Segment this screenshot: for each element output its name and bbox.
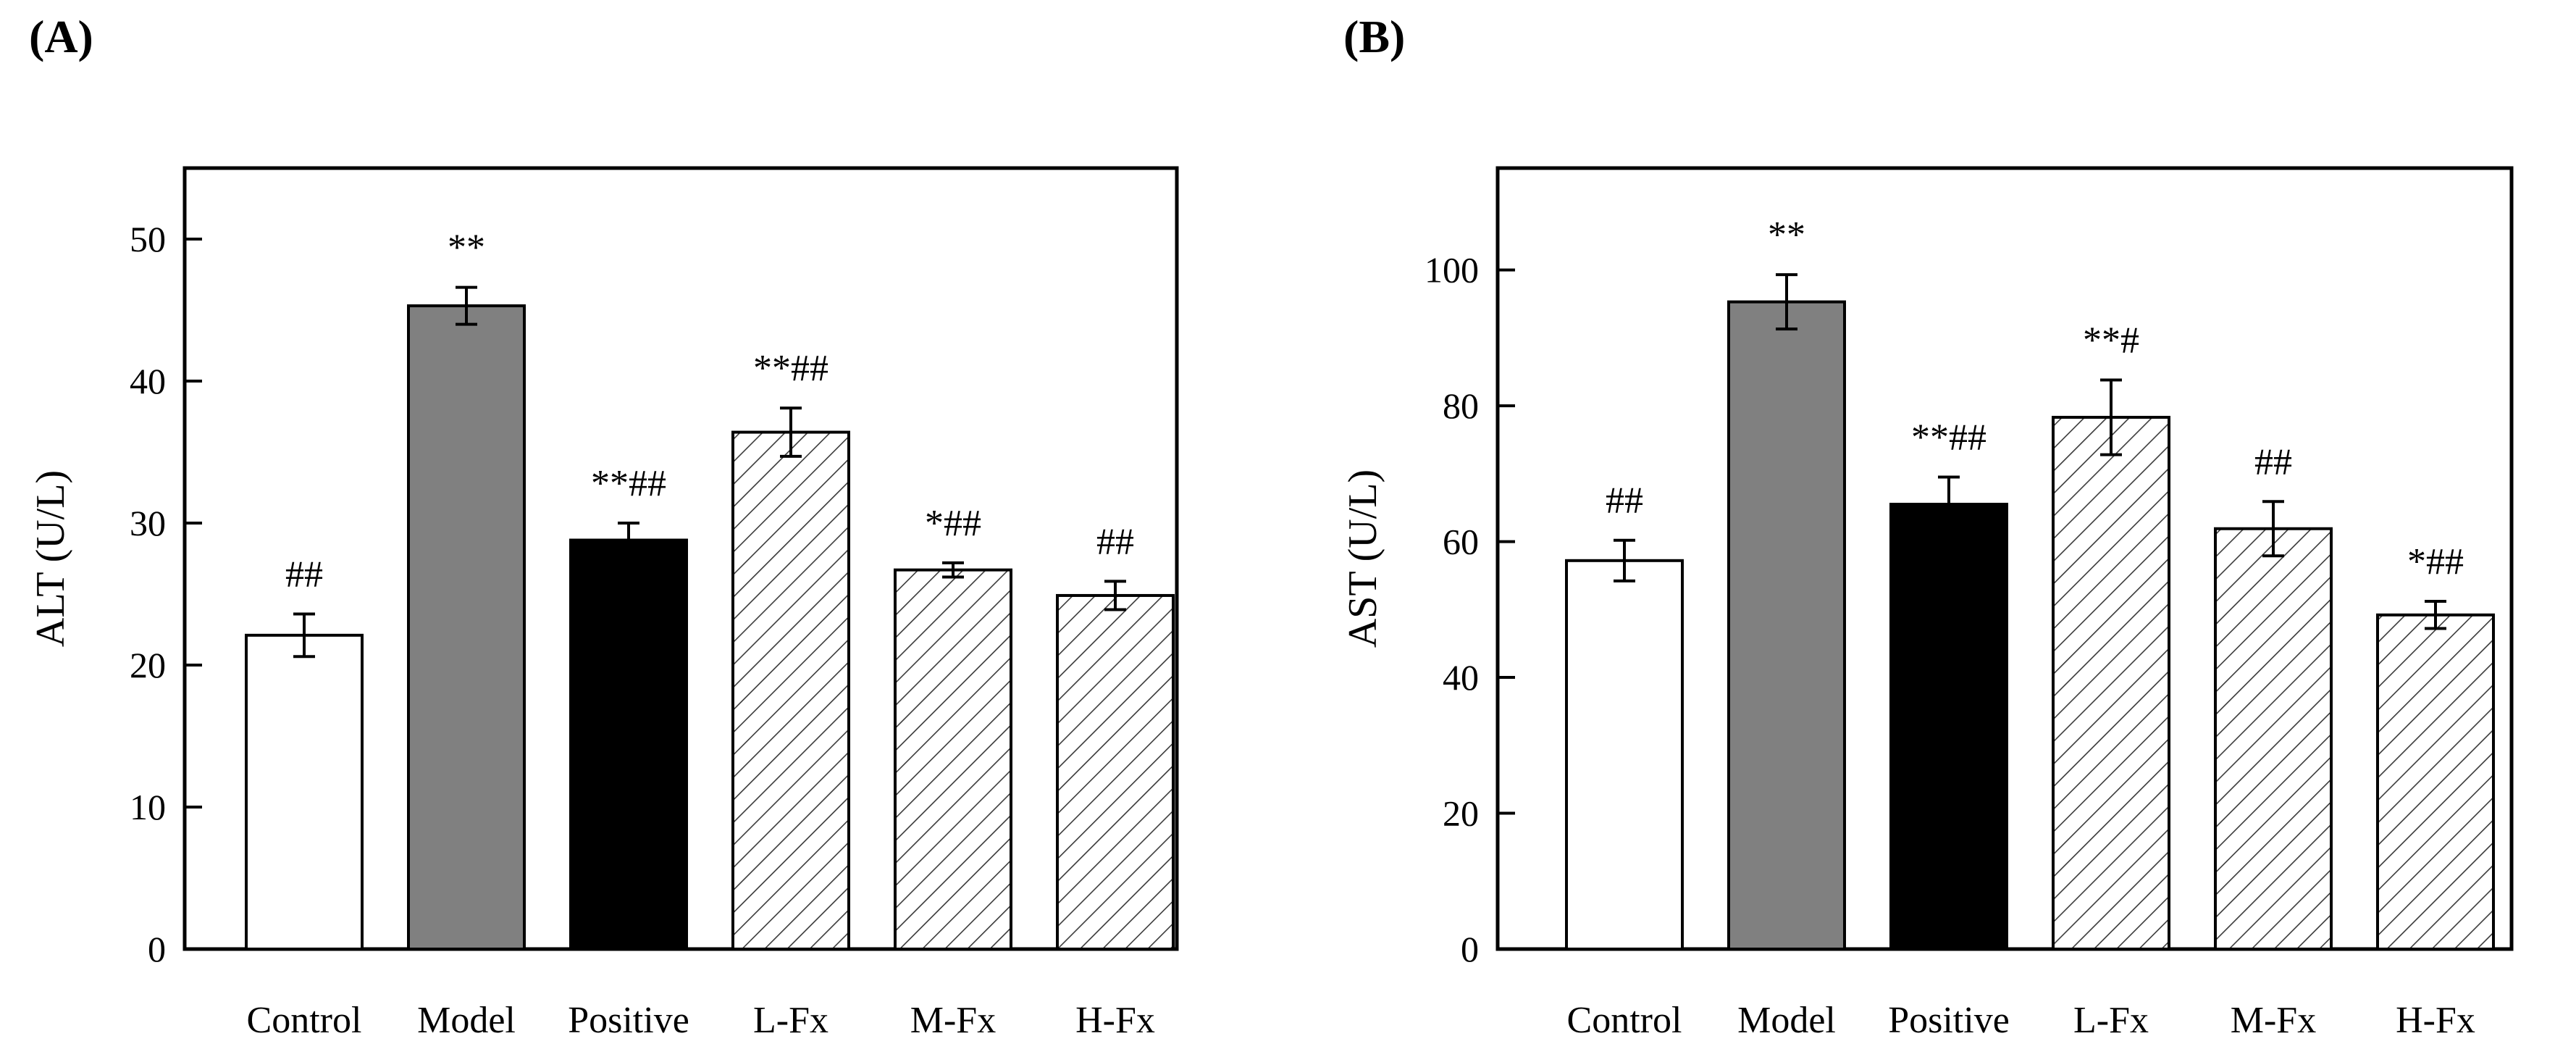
y-axis-label-b: AST (U/L) — [1341, 469, 1385, 648]
significance-annotation: **## — [1911, 417, 1986, 459]
significance-annotation: **# — [2083, 319, 2139, 361]
significance-annotation: **## — [753, 348, 828, 389]
panel-b: (B) 0 20 40 60 80 100 ## ** **## **# ## *## Contro… — [1341, 11, 2514, 1041]
x-tick-label: M-Fx — [910, 1000, 996, 1041]
y-tick-label: 60 — [1443, 522, 1479, 562]
y-tick-label: 50 — [130, 219, 166, 259]
bar — [894, 568, 1012, 951]
x-tick-label: Positive — [568, 1000, 689, 1041]
y-tick-label: 40 — [1443, 657, 1479, 698]
panel-a: (A) 0 10 20 30 40 50 ## ** **## **## *## ## Contro… — [28, 11, 1179, 1041]
bar — [2214, 527, 2333, 951]
bar — [1565, 559, 1684, 951]
panel-label-b: (B) — [1343, 11, 1405, 62]
y-tick-label: 40 — [130, 361, 166, 401]
bars-a: ## ** **## **## *## ## — [245, 227, 1175, 951]
y-axis-label-a: ALT (U/L) — [28, 470, 73, 647]
x-tick-label: Control — [247, 1000, 362, 1041]
bar — [731, 430, 850, 951]
bars-b: ## ** **## **# ## *## — [1565, 214, 2495, 951]
significance-annotation: ## — [1606, 480, 1643, 522]
y-tick-label: 30 — [130, 503, 166, 543]
significance-annotation: ** — [1768, 214, 1805, 256]
y-tick-label: 20 — [130, 645, 166, 685]
significance-annotation: *## — [925, 503, 981, 544]
significance-annotation: ## — [2254, 441, 2292, 482]
y-ticks-b: 0 20 40 60 80 100 — [1425, 250, 1515, 969]
x-tick-label: M-Fx — [2231, 1000, 2316, 1041]
x-tick-label: Model — [417, 1000, 516, 1041]
bar — [1889, 503, 2008, 951]
panel-label-a: (A) — [29, 11, 93, 62]
bar — [2376, 613, 2495, 951]
x-tick-label: L-Fx — [2073, 1000, 2149, 1041]
significance-annotation: *## — [2407, 541, 2464, 582]
y-tick-label: 80 — [1443, 385, 1479, 426]
x-tick-label: Control — [1567, 1000, 1682, 1041]
y-ticks-a: 0 10 20 30 40 50 — [130, 219, 202, 969]
bar — [569, 538, 688, 951]
x-tick-label: Positive — [1888, 1000, 2010, 1041]
x-tick-label: L-Fx — [753, 1000, 828, 1041]
significance-annotation: ## — [285, 553, 323, 595]
bar — [1056, 593, 1175, 951]
significance-annotation: ** — [448, 227, 485, 269]
significance-annotation: **## — [591, 463, 666, 504]
y-tick-label: 0 — [148, 929, 166, 969]
x-tick-label: H-Fx — [1075, 1000, 1155, 1041]
y-tick-label: 20 — [1443, 793, 1479, 834]
x-tick-label: H-Fx — [2396, 1000, 2475, 1041]
x-tick-labels-a: Control Model Positive L-Fx M-Fx H-Fx — [247, 1000, 1155, 1041]
bar — [407, 304, 526, 951]
bar — [1727, 300, 1846, 951]
y-tick-label: 10 — [130, 787, 166, 827]
bar — [2052, 416, 2170, 951]
y-tick-label: 100 — [1425, 250, 1479, 291]
x-tick-labels-b: Control Model Positive L-Fx M-Fx H-Fx — [1567, 1000, 2475, 1041]
y-tick-label: 0 — [1461, 929, 1479, 969]
significance-annotation: ## — [1096, 521, 1134, 562]
x-tick-label: Model — [1737, 1000, 1836, 1041]
bar — [245, 633, 364, 951]
